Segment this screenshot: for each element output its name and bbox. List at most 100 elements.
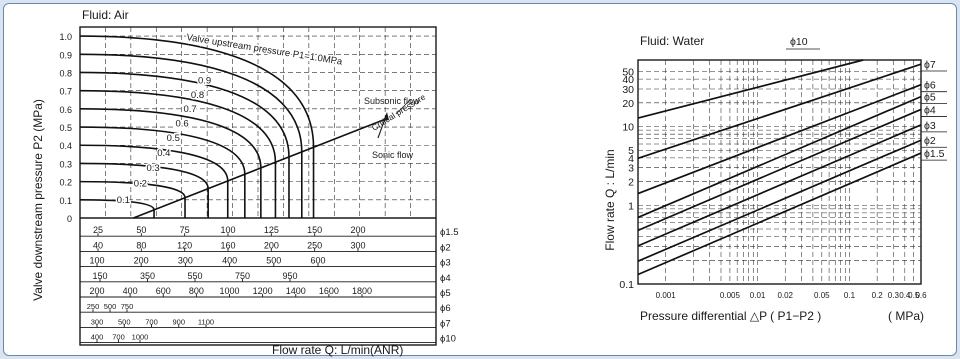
air-y-tick-label: 0.5 <box>59 123 72 133</box>
flow-scale-value: 1400 <box>286 286 306 296</box>
flow-scale-value: 40 <box>93 240 103 250</box>
air-curve-label: 0.5 <box>167 133 180 144</box>
flow-scale-value: 100 <box>89 256 104 266</box>
air-y-axis-label: Valve downstream pressure P2 (MPa) <box>31 99 45 301</box>
air-curve-0.2 <box>79 180 186 218</box>
air-curve-label: 0.2 <box>134 178 147 189</box>
flow-scale-value: 250 <box>87 302 100 311</box>
flow-scale-value: 100 <box>220 225 235 235</box>
flow-scale-value: 600 <box>156 286 171 296</box>
flow-scale-size-label: ϕ10 <box>440 334 456 345</box>
flow-scale-value: 800 <box>189 286 204 296</box>
flow-scale-value: 500 <box>266 256 281 266</box>
annotation-subsonic-flow: Subsonic flow <box>364 96 420 106</box>
air-curve-0.9 <box>79 53 303 218</box>
air-curve-1 <box>79 35 315 218</box>
air-x-axis-label: Flow rate Q: L/min(ANR) <box>272 343 403 357</box>
flow-scale-value: 150 <box>92 271 107 281</box>
air-y-ticks: 1.0 0.9 0.8 0.7 0.6 0.5 0.4 0.3 0.2 0.1 0 <box>59 32 72 224</box>
flow-scale-value: 1200 <box>253 286 273 296</box>
flow-scale-value: 25 <box>93 225 103 235</box>
water-x-tick-label: 0.3 <box>888 291 900 300</box>
flow-scale-value: 80 <box>136 240 146 250</box>
flow-scale-value: 1100 <box>198 317 214 326</box>
water-series-label: ϕ2 <box>924 135 936 147</box>
water-line-ϕ10 <box>637 59 864 119</box>
flow-scale-value: 350 <box>140 271 155 281</box>
air-curve-0.4 <box>79 144 229 218</box>
air-curve-label: Valve upstream pressure P1=1.0MPa <box>186 32 344 68</box>
air-y-tick-label: 0.9 <box>59 50 72 60</box>
flow-scale-value: 600 <box>310 256 325 266</box>
water-x-tick-label: 0.02 <box>777 291 793 300</box>
water-y-tick-label: 50 <box>622 67 634 79</box>
air-y-tick-label: 0.8 <box>59 68 72 78</box>
flow-scale-value: 50 <box>136 225 146 235</box>
flow-scale-value: 150 <box>307 225 322 235</box>
flow-scale-value: 200 <box>134 256 149 266</box>
flow-scale-value: 125 <box>264 225 279 235</box>
flow-scale-value: 1000 <box>132 333 149 342</box>
flow-scale-size-label: ϕ1.5 <box>440 227 459 238</box>
water-x-tick-label: 0.2 <box>872 291 884 300</box>
flow-scale-size-label: ϕ7 <box>440 318 451 329</box>
water-series-label: ϕ3 <box>924 120 936 132</box>
flow-scale-value: 250 <box>307 240 322 250</box>
flow-scale-value: 1600 <box>319 286 339 296</box>
air-curve-label: 0.9 <box>198 76 211 87</box>
water-y-tick-label: 5 <box>628 145 634 157</box>
water-x-tick-label: 0.6 <box>915 291 927 300</box>
flow-scale-value: 500 <box>104 302 117 311</box>
critical-arrow <box>377 99 411 139</box>
water-y-tick-label: 2 <box>628 177 634 189</box>
air-y-tick-label: 0.3 <box>59 159 72 169</box>
flow-scale-value: 950 <box>282 271 297 281</box>
water-y-tick-label: 10 <box>622 122 634 134</box>
air-y-tick-label: 0.6 <box>59 105 72 115</box>
water-x-tick-label: 0.001 <box>656 291 677 300</box>
air-curve-label: 0.3 <box>146 163 159 174</box>
water-line-ϕ7 <box>637 63 922 160</box>
flow-scale-value: 400 <box>91 333 104 342</box>
air-y-tick-label: 0.4 <box>59 141 72 151</box>
water-x-unit: ( MPa) <box>888 309 924 323</box>
water-line-ϕ2 <box>637 139 922 262</box>
flow-scale-value: 300 <box>350 240 365 250</box>
flow-scale-value: 1000 <box>219 286 239 296</box>
air-curve-0.7 <box>79 89 277 218</box>
air-chart: Fluid: Air 1.00.90.80.70.60.50.40.30.20.… <box>31 8 459 357</box>
water-y-axis-label: Flow rate Q : L/min <box>603 149 617 250</box>
water-y-tick-label: 1 <box>628 200 634 212</box>
water-y-tick-label: 40 <box>622 74 634 86</box>
air-y-tick-label: 0.7 <box>59 87 72 97</box>
air-y-tick-label: 0.1 <box>59 196 72 206</box>
water-line-ϕ5 <box>637 95 922 219</box>
water-line-ϕ4 <box>637 108 922 232</box>
water-x-tick-label: 0.1 <box>844 291 856 300</box>
air-fluid-label: Fluid: Air <box>82 8 129 22</box>
water-x-tick-label: 0.5 <box>908 291 920 300</box>
air-curve-0.3 <box>79 162 209 218</box>
air-curve-label: 0.8 <box>191 90 204 101</box>
water-series-label: ϕ5 <box>924 92 936 104</box>
water-fluid-label: Fluid: Water <box>640 34 704 48</box>
air-curve-0.5 <box>79 126 246 218</box>
flow-scale-size-label: ϕ5 <box>440 288 451 299</box>
water-x-tick-label: 0.05 <box>814 291 830 300</box>
flow-scale-value: 1800 <box>352 286 372 296</box>
flow-scale-value: 400 <box>222 256 237 266</box>
flow-scale-value: 75 <box>180 225 190 235</box>
flow-scale-size-label: ϕ2 <box>440 242 451 253</box>
flow-scale-value: 300 <box>178 256 193 266</box>
air-y-tick-label: 0 <box>67 214 72 224</box>
water-line-ϕ6 <box>637 83 922 195</box>
flow-scale-value: 700 <box>145 317 158 326</box>
critical-pressure-line <box>133 118 387 219</box>
air-curve-label: 0.6 <box>175 119 188 130</box>
flow-scale-value: 120 <box>177 240 192 250</box>
water-plot-frame <box>637 59 922 285</box>
flow-scale-value: 900 <box>172 317 185 326</box>
